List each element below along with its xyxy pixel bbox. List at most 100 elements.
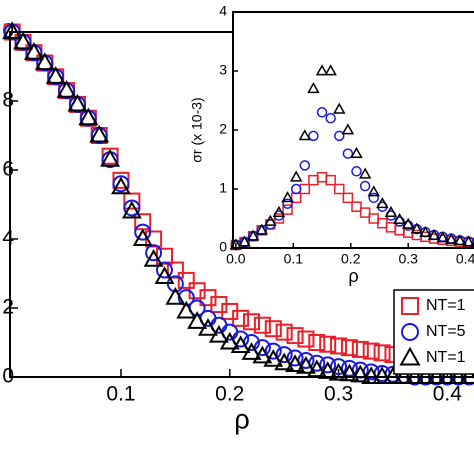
marker-circle	[112, 175, 130, 193]
marker-triangle	[165, 286, 186, 305]
marker-circle	[368, 192, 379, 204]
x-tick-label: 0.2	[341, 251, 361, 267]
marker-circle	[123, 199, 141, 217]
legend-marker	[401, 323, 419, 341]
marker-triangle	[13, 31, 34, 50]
marker-triangle	[272, 205, 286, 217]
x-axis-label: ρ	[348, 266, 358, 286]
marker-triangle	[361, 366, 382, 385]
marker-circle	[471, 237, 474, 247]
marker-triangle	[263, 349, 284, 367]
marker-triangle	[246, 229, 260, 241]
marker-triangle	[176, 300, 197, 319]
marker-triangle	[23, 42, 44, 60]
marker-triangle	[436, 231, 449, 243]
marker-triangle	[383, 366, 403, 385]
marker-square	[359, 207, 371, 218]
marker-square	[351, 340, 369, 358]
x-tick-label: 0.4	[456, 251, 474, 267]
marker-triangle	[111, 176, 131, 195]
y-tick-label: 6	[2, 158, 14, 181]
y-tick-label: 3	[219, 62, 227, 78]
marker-triangle	[372, 366, 393, 385]
marker-circle	[275, 346, 293, 364]
x-tick-label: 0.1	[284, 251, 304, 267]
marker-triangle	[415, 366, 436, 385]
marker-triangle	[419, 225, 432, 238]
marker-triangle	[285, 354, 306, 372]
marker-triangle	[208, 324, 229, 343]
marker-triangle	[445, 233, 458, 245]
marker-triangle	[459, 366, 474, 385]
y-tick-label: 0	[219, 239, 227, 255]
y-axis-label: σr (x 10-3)	[189, 97, 205, 162]
marker-circle	[351, 166, 362, 177]
marker-triangle	[295, 355, 316, 374]
marker-triangle	[154, 266, 175, 284]
marker-triangle	[404, 366, 425, 385]
marker-triangle	[132, 228, 153, 247]
marker-triangle	[393, 366, 414, 385]
marker-circle	[340, 359, 358, 377]
marker-square	[123, 192, 141, 210]
y-tick-label: 8	[2, 89, 14, 112]
marker-triangle	[252, 345, 273, 364]
x-tick-label: 0.3	[398, 251, 418, 267]
inset-background	[233, 12, 474, 248]
marker-triangle	[198, 318, 218, 336]
marker-square	[362, 342, 380, 360]
marker-triangle	[56, 79, 77, 98]
marker-triangle	[339, 363, 360, 382]
marker-square	[273, 213, 285, 224]
x-tick-label: 0.4	[433, 382, 463, 405]
legend-label: NT=5	[426, 323, 466, 340]
marker-square	[297, 330, 315, 348]
marker-triangle	[289, 170, 303, 182]
x-tick-label: 0.0	[226, 251, 246, 267]
marker-triangle	[341, 123, 355, 135]
legend-marker	[399, 346, 421, 366]
marker-triangle	[426, 366, 447, 385]
marker-circle	[177, 289, 195, 307]
marker-triangle	[307, 81, 320, 94]
marker-triangle	[401, 217, 415, 229]
marker-circle	[299, 160, 311, 171]
y-tick-label: 4	[2, 227, 14, 250]
marker-square	[243, 313, 261, 331]
marker-square	[232, 309, 250, 327]
marker-triangle	[350, 146, 363, 158]
marker-triangle	[67, 93, 88, 112]
marker-triangle	[121, 200, 142, 219]
marker-circle	[282, 198, 293, 209]
marker-square	[275, 323, 293, 341]
marker-circle	[253, 339, 271, 357]
marker-square	[330, 337, 348, 355]
marker-triangle	[367, 185, 380, 197]
marker-triangle	[100, 148, 121, 167]
marker-square	[166, 261, 184, 279]
marker-triangle	[274, 352, 295, 371]
marker-triangle	[230, 335, 251, 353]
y-tick-label: 4	[219, 3, 227, 19]
marker-circle	[290, 183, 302, 195]
marker-square	[177, 271, 195, 289]
x-tick-label: 0.3	[324, 382, 353, 405]
marker-square	[308, 334, 326, 351]
marker-circle	[330, 358, 348, 376]
x-tick-label: 0.1	[106, 382, 135, 405]
marker-circle	[316, 107, 328, 118]
marker-circle	[145, 244, 163, 262]
marker-triangle	[255, 223, 268, 235]
legend-box	[393, 289, 474, 375]
y-tick-label: 2	[219, 121, 227, 137]
marker-circle	[286, 349, 304, 367]
legend-label: NT=1	[426, 349, 466, 366]
marker-square	[325, 174, 336, 186]
marker-triangle	[34, 52, 55, 71]
legend-marker	[401, 297, 419, 315]
marker-triangle	[448, 366, 469, 385]
marker-triangle	[89, 124, 110, 143]
marker-circle	[134, 223, 152, 241]
marker-circle	[325, 112, 336, 124]
